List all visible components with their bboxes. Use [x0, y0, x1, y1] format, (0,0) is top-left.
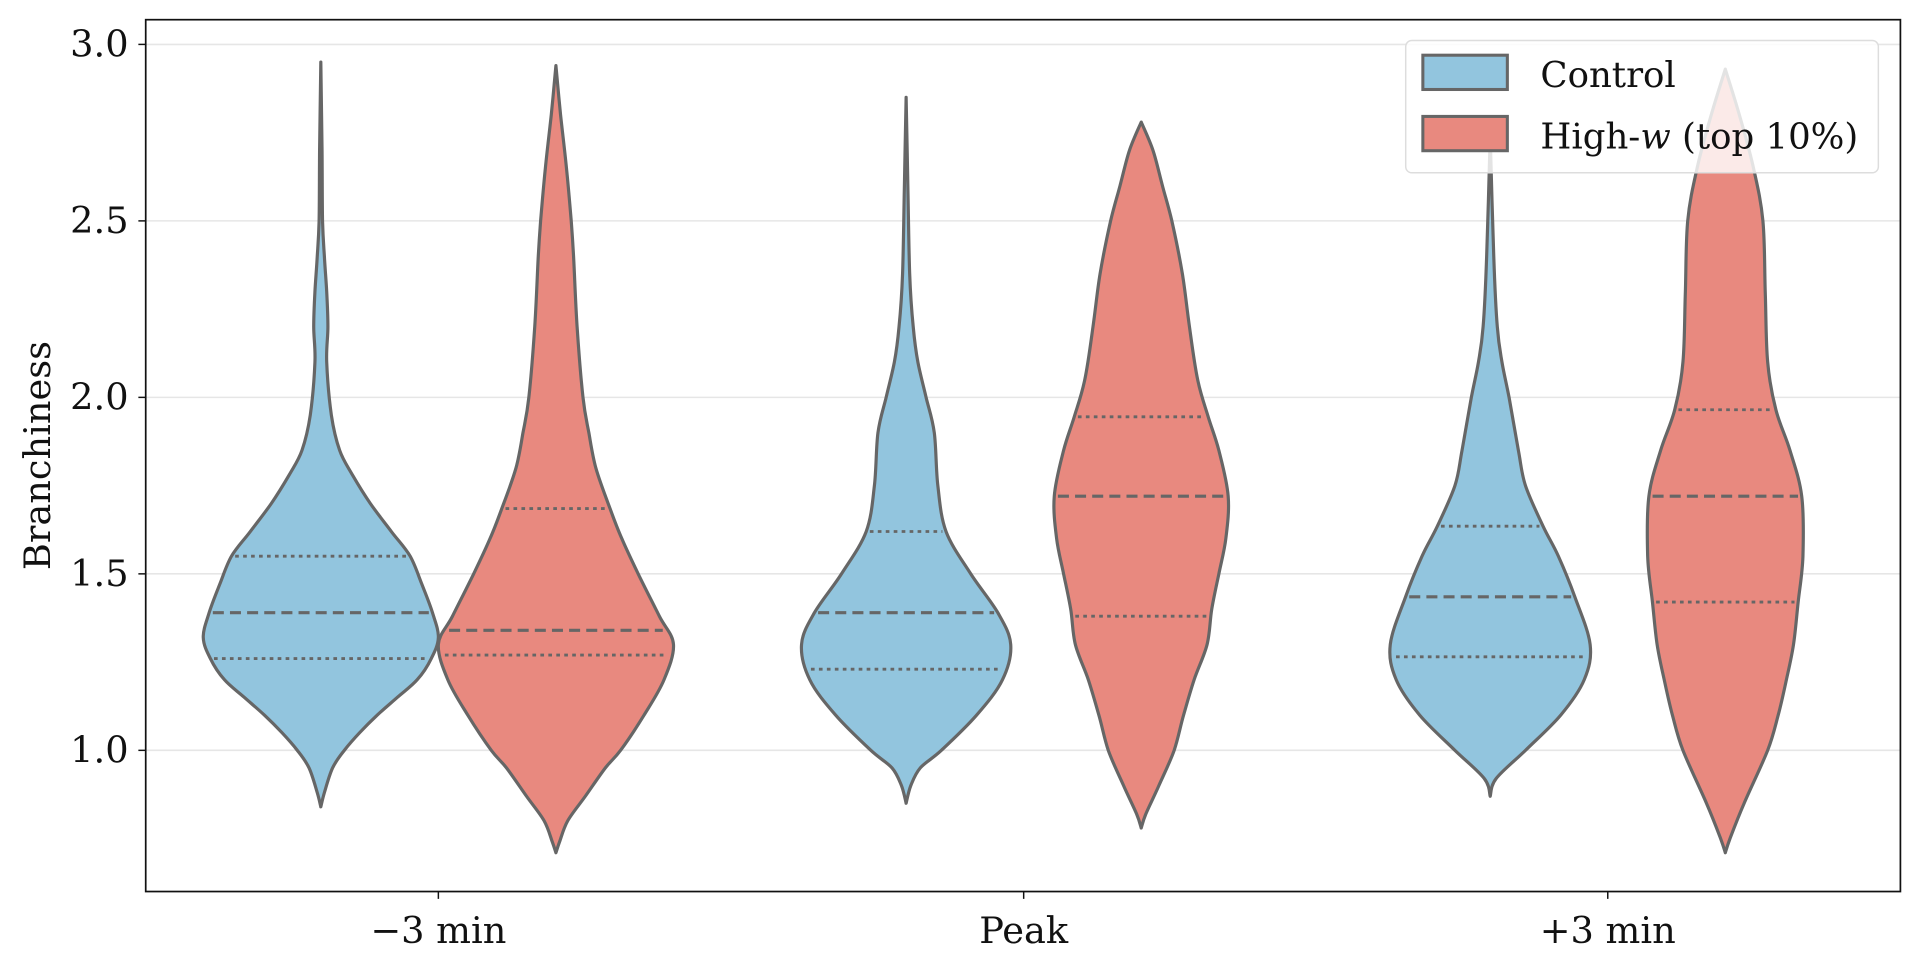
violin-high-w-0 [436, 63, 676, 855]
legend-label-control: Control [1540, 55, 1675, 96]
y-tick-label: 2.0 [70, 376, 128, 419]
y-axis: 1.0 1.5 2.0 2.5 3.0 [70, 23, 146, 772]
violin-body [1645, 67, 1805, 855]
violin-body [1388, 134, 1593, 798]
violin-body [201, 60, 440, 809]
x-tick-label: +3 min [1540, 909, 1676, 952]
violin-control-1 [799, 95, 1013, 805]
violins [201, 60, 1805, 855]
violin-high-w-1 [1052, 120, 1231, 830]
violin-body [436, 63, 676, 855]
y-tick-label: 1.0 [70, 729, 128, 772]
y-tick-label: 1.5 [70, 552, 128, 595]
y-tick-label: 2.5 [70, 199, 128, 242]
legend-box [1404, 39, 1880, 174]
gridlines [145, 43, 1901, 752]
x-tick-label: −3 min [370, 909, 506, 952]
x-tick-label: Peak [979, 909, 1069, 952]
violin-body [1052, 120, 1231, 830]
legend-label-high-w: High-w (top 10%) [1540, 116, 1858, 157]
x-axis: −3 min Peak +3 min [370, 891, 1676, 952]
y-tick-label: 3.0 [70, 23, 128, 66]
legend: Control High-w (top 10%) [1404, 39, 1880, 174]
violin-body [799, 95, 1013, 805]
violin-control-0 [201, 60, 440, 809]
violin-high-w-2 [1645, 67, 1805, 855]
y-axis-label: Branchiness [16, 341, 59, 570]
legend-swatch-high-w [1421, 114, 1509, 153]
legend-swatch-control [1421, 53, 1509, 92]
violin-control-2 [1388, 134, 1593, 798]
